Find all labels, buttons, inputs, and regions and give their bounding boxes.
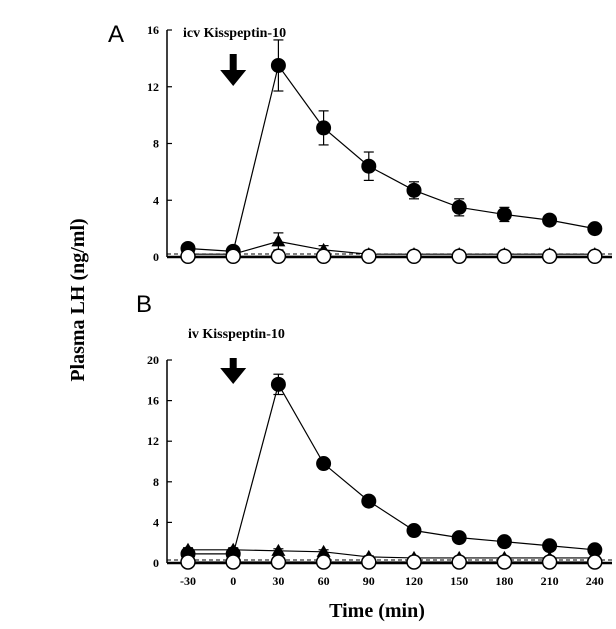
x-tick-label: -30 — [180, 574, 196, 588]
data-point-open-circle — [180, 248, 196, 265]
data-point-open-circle — [496, 248, 513, 265]
panel-b: B iv Kisspeptin-10 0 4 8 12 16 20 -30 0 30 60 90 12… — [136, 291, 612, 588]
data-point-open-circle — [361, 554, 377, 570]
panel-b-annotation: iv Kisspeptin-10 — [188, 327, 285, 342]
x-axis-label: Time (min) — [329, 600, 425, 622]
data-point-open-circle — [315, 554, 332, 570]
y-tick-label: 0 — [153, 556, 159, 570]
data-point-filled-circle — [587, 542, 603, 558]
x-tick-label: 180 — [495, 574, 513, 588]
y-tick-label: 4 — [153, 515, 159, 529]
y-tick-label: 4 — [153, 193, 159, 207]
x-tick-label: 0 — [230, 574, 236, 588]
data-point-filled-circle — [587, 221, 603, 237]
data-point-triangle — [271, 543, 286, 556]
x-tick-label: 30 — [272, 574, 284, 588]
series-line — [188, 240, 595, 255]
x-tick-label: 90 — [363, 574, 375, 588]
data-point-filled-circle — [451, 530, 467, 546]
data-point-filled-circle — [406, 182, 422, 198]
data-point-open-circle — [587, 554, 603, 570]
data-point-filled-circle — [316, 120, 332, 136]
data-point-filled-circle — [361, 493, 377, 509]
y-tick-label: 12 — [147, 80, 159, 94]
data-point-open-circle — [541, 248, 558, 265]
data-point-triangle — [226, 542, 241, 555]
data-point-filled-circle — [270, 376, 286, 392]
panel-b-letter: B — [136, 291, 152, 318]
x-tick-label: 120 — [405, 574, 423, 588]
series-line — [188, 549, 595, 559]
data-point-open-circle — [406, 248, 422, 265]
injection-arrow-head — [220, 70, 247, 86]
data-point-open-circle — [541, 554, 558, 570]
data-point-open-circle — [180, 554, 196, 570]
x-tick-label: 210 — [541, 574, 559, 588]
data-point-filled-circle — [496, 206, 512, 222]
data-point-filled-circle — [406, 523, 422, 539]
y-tick-label: 8 — [153, 137, 159, 151]
x-tick-label: 60 — [318, 574, 330, 588]
data-point-open-circle — [496, 554, 513, 570]
data-point-filled-circle — [542, 538, 558, 554]
data-point-filled-circle — [361, 158, 377, 174]
injection-arrow-head — [220, 368, 247, 384]
data-point-filled-circle — [270, 57, 286, 73]
y-tick-label: 0 — [153, 250, 159, 264]
data-point-triangle — [271, 234, 286, 247]
data-point-open-circle — [270, 248, 287, 265]
data-point-filled-circle — [316, 456, 332, 472]
x-tick-label: 240 — [586, 574, 604, 588]
data-point-open-circle — [225, 554, 241, 570]
y-axis-label: Plasma LH (ng/ml) — [67, 218, 89, 381]
data-point-filled-circle — [542, 212, 558, 228]
data-point-open-circle — [225, 248, 241, 265]
data-point-filled-circle — [451, 199, 467, 215]
y-tick-label: 8 — [153, 475, 159, 489]
data-point-triangle — [316, 544, 331, 557]
data-point-open-circle — [587, 248, 603, 265]
panel-a-annotation: icv Kisspeptin-10 — [183, 26, 286, 41]
y-tick-label: 16 — [147, 394, 159, 408]
data-point-open-circle — [361, 248, 377, 265]
data-point-open-circle — [451, 554, 467, 570]
data-point-open-circle — [270, 554, 287, 570]
x-tick-label: 150 — [450, 574, 468, 588]
series-line — [187, 64, 595, 252]
series-line — [188, 382, 595, 555]
data-point-triangle — [181, 542, 195, 555]
injection-arrow-shaft — [229, 54, 237, 72]
y-tick-label: 16 — [147, 23, 159, 37]
data-point-open-circle — [315, 248, 332, 265]
panel-a: A icv Kisspeptin-10 0 4 8 12 16 — [108, 21, 612, 265]
panel-a-letter: A — [108, 21, 124, 48]
data-point-open-circle — [406, 554, 422, 570]
injection-arrow-shaft — [229, 358, 237, 370]
y-tick-label: 12 — [147, 434, 159, 448]
y-tick-label: 20 — [147, 353, 159, 367]
data-point-open-circle — [451, 248, 467, 265]
data-point-filled-circle — [496, 534, 512, 550]
